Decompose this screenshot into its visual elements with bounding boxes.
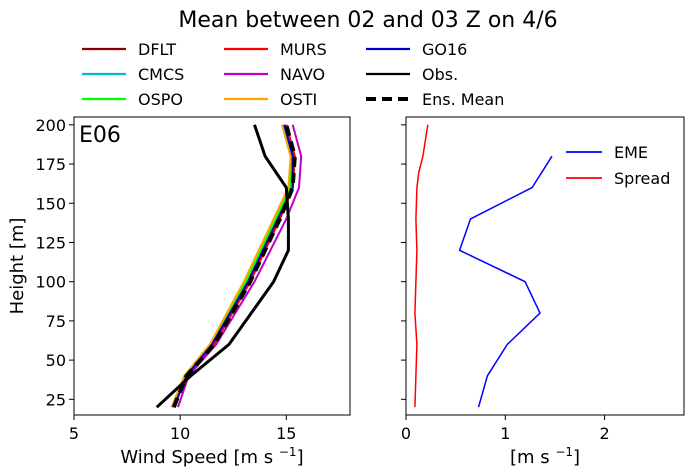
legend-label-cmcs: CMCS [138,65,184,84]
x-axis-label: [m s −1] [510,445,580,468]
x-tick-label: 0 [401,424,411,443]
x-tick-label: 2 [599,424,609,443]
y-tick-label: 75 [46,312,66,331]
x-tick-label: 10 [170,424,190,443]
y-tick-label: 200 [35,116,66,135]
x-tick-label: 15 [276,424,296,443]
y-axis-label: Height [m] [7,218,28,315]
right-panel: 0 1 2 [m s −1] EME Spread [401,116,685,468]
series-line-dflt [172,124,296,408]
panel-label: E06 [79,123,121,148]
y-tick-label: 25 [46,390,66,409]
series-line-obs [155,124,290,409]
main-legend: DFLT CMCS OSPO MURS NAVO OSTI GO16 Obs. Ens. Mea… [82,40,504,109]
y-tick-label: 175 [35,155,66,174]
legend-label-obs: Obs. [422,65,458,84]
series-line-go16 [172,124,294,408]
y-tick-label: 150 [35,194,66,213]
plot-frame [405,116,685,416]
legend-label-osti: OSTI [280,90,317,109]
y-tick-label: 100 [35,273,66,292]
series-line-ens-mean [171,124,297,408]
series-line-spread [414,124,429,408]
y-tick-label: 125 [35,233,66,252]
legend-label-spread: Spread [614,169,670,188]
series-line-navo [177,124,303,408]
legend-label-eme: EME [614,143,648,162]
legend-label-navo: NAVO [280,65,325,84]
legend-label-dflt: DFLT [138,40,176,59]
series-line-eme [458,155,553,408]
x-tick-label: 1 [500,424,510,443]
y-tick-label: 50 [46,351,66,370]
plot-frame [73,116,351,416]
series-line-murs [172,124,296,408]
chart-title: Mean between 02 and 03 Z on 4/6 [178,8,557,33]
x-axis-label: Wind Speed [m s −1] [120,445,303,468]
left-panel: 5 10 15 25 50 75 100 125 150 175 200 Wind Speed [m … [7,116,351,468]
legend-label-ens-mean: Ens. Mean [422,90,504,109]
x-tick-label: 5 [69,424,79,443]
legend-label-go16: GO16 [422,40,467,59]
series-line-cmcs [170,124,294,408]
legend-label-ospo: OSPO [138,90,183,109]
legend-label-murs: MURS [280,40,327,59]
